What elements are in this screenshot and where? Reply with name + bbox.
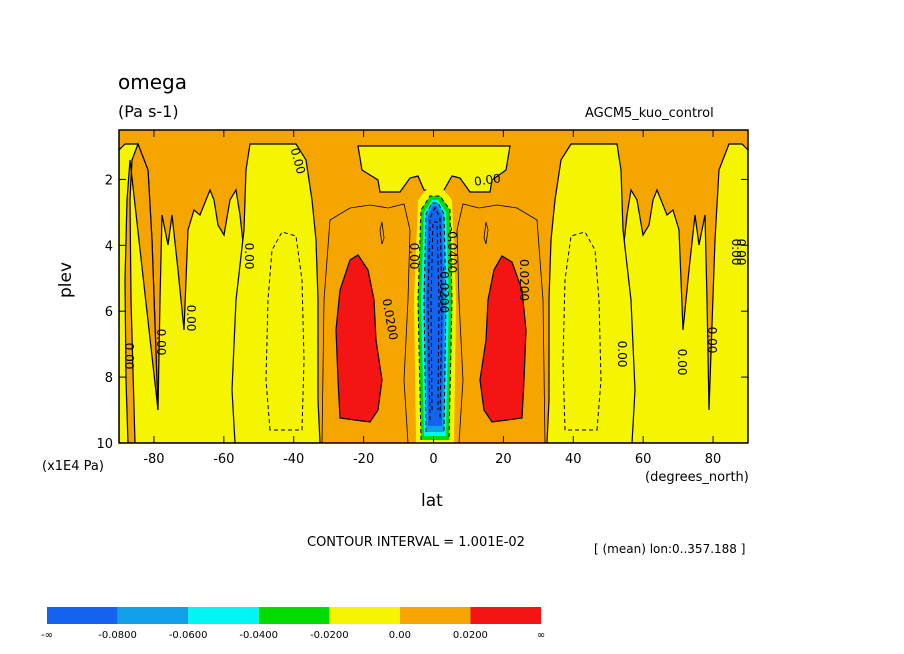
x-tick-label: 60	[635, 452, 652, 467]
thin-contours	[321, 203, 546, 443]
y-tick-label: 10	[96, 437, 113, 452]
colorbar-label: 0.00	[389, 630, 411, 641]
x-axis-ticks: -80 -60 -40 -20 0 20 40 60 80	[143, 130, 721, 467]
x-tick-label: 80	[705, 452, 722, 467]
x-tick-label: 20	[495, 452, 512, 467]
contour-label: 0.00	[705, 327, 719, 354]
contour-label: 0.00	[122, 343, 136, 370]
colorbar-swatch	[47, 607, 118, 624]
contour-label: 0.00	[184, 305, 198, 332]
fill-right-red	[479, 255, 527, 423]
contour-interval: CONTOUR INTERVAL = 1.001E-02	[307, 535, 525, 550]
y-axis-ticks: 2 4 6 8 10	[96, 173, 748, 452]
dashed-ascent-contours	[417, 195, 453, 441]
contour-label: 0.0200	[517, 259, 531, 301]
fill-ascent-strong	[426, 206, 444, 426]
colorbar-label: -0.0200	[310, 630, 349, 641]
colorbar-label: 0.0200	[453, 630, 488, 641]
colorbar-swatch	[470, 607, 541, 624]
contour-label: 0.00	[154, 329, 168, 356]
dashed-outer-contours	[265, 231, 602, 431]
chart-title: omega	[118, 70, 187, 94]
x-axis-unit: (degrees_north)	[645, 470, 749, 485]
y-tick-label: 6	[105, 305, 113, 320]
x-tick-label: -60	[213, 452, 234, 467]
colorbar-swatch	[188, 607, 259, 624]
filled-contours	[119, 130, 748, 443]
chart-units: (Pa s-1)	[118, 102, 179, 121]
colorbar: -∞ -0.0800 -0.0600 -0.0400 -0.0200 0.00 0.0200…	[41, 607, 545, 641]
contour-label: 0.00	[407, 243, 421, 270]
fill-left-red	[335, 254, 383, 423]
fill-right-band	[614, 143, 748, 443]
fill-right-yellow-cell	[546, 143, 636, 443]
fill-left-yellow-cell	[231, 143, 321, 443]
x-tick-label: -40	[283, 452, 304, 467]
colorbar-label: -0.0400	[239, 630, 278, 641]
contour-label: 0.00	[615, 341, 629, 368]
y-axis-unit: (x1E4 Pa)	[42, 459, 104, 474]
x-tick-label: 40	[565, 452, 582, 467]
y-tick-label: 8	[105, 371, 113, 386]
contour-label: -0.0200	[437, 267, 451, 313]
y-tick-label: 4	[105, 239, 113, 254]
dataset-name: AGCM5_kuo_control	[585, 106, 714, 121]
colorbar-swatch	[329, 607, 400, 624]
colorbar-label: -∞	[41, 630, 53, 641]
contour-label: 0.00	[675, 349, 689, 376]
contour-label: 0.00	[288, 146, 308, 175]
colorbar-label: -0.0800	[98, 630, 137, 641]
colorbar-swatch	[117, 607, 189, 624]
contour-label: -0.0400	[445, 227, 459, 273]
x-tick-label: 0	[429, 452, 437, 467]
x-tick-label: -80	[143, 452, 164, 467]
contour-label: 0.00	[473, 171, 501, 189]
colorbar-label: -0.0600	[169, 630, 208, 641]
contour-label: 0.00	[734, 239, 748, 266]
colorbar-label: ∞	[537, 630, 545, 641]
mean-note: [ (mean) lon:0..357.188 ]	[594, 542, 746, 556]
colorbar-swatch	[258, 607, 330, 624]
x-tick-label: -20	[353, 452, 374, 467]
contour-label: 0.00	[729, 239, 743, 266]
x-axis-label: lat	[421, 491, 443, 511]
colorbar-swatch	[399, 607, 471, 624]
y-tick-label: 2	[105, 173, 113, 188]
contour-label: 0.00	[242, 243, 256, 270]
